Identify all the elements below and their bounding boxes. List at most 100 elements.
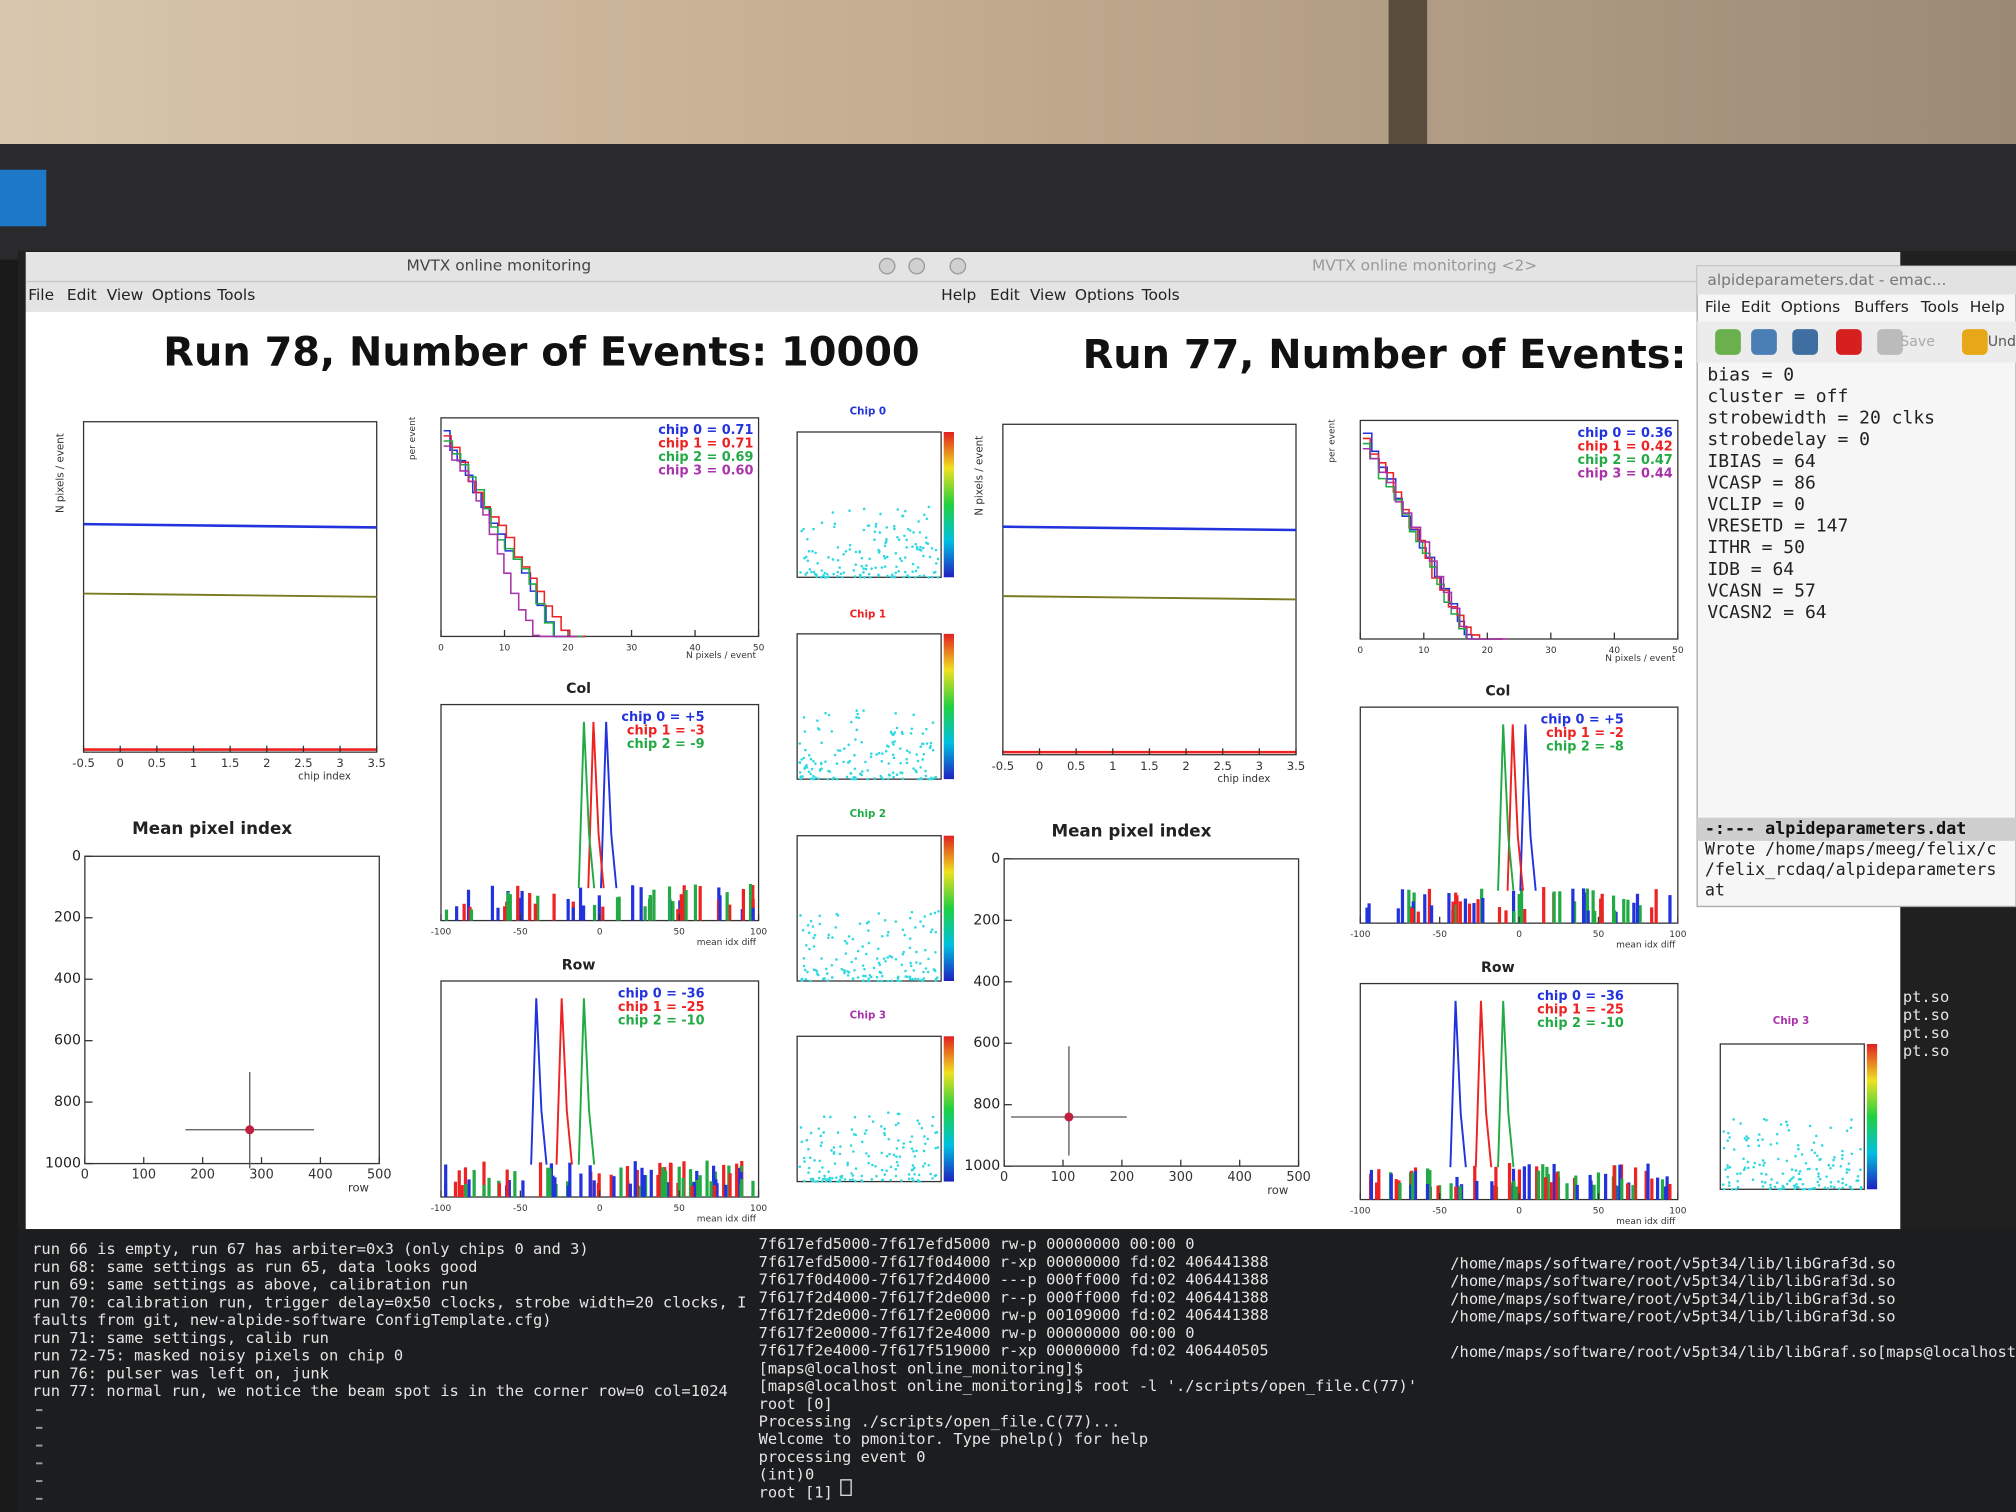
menu-item[interactable]: Options (152, 286, 211, 304)
histogram-bar (631, 885, 635, 921)
terminal-line: 7f617efd5000-7f617f0d4000 r-xp 00000000 … (759, 1253, 1269, 1271)
chip-map-title: Chip 3 (850, 1010, 886, 1022)
hit-dot (883, 1131, 886, 1135)
x-tick-label: 0 (1516, 930, 1522, 940)
save-icon[interactable] (1792, 329, 1818, 355)
x-tick-label: 3.5 (1287, 759, 1305, 773)
x-tick-label: 1 (190, 756, 197, 770)
hit-dot (1832, 1158, 1835, 1162)
histogram-bar (553, 1177, 557, 1197)
histogram-bar (682, 885, 686, 921)
hit-dot (1817, 1184, 1821, 1187)
histogram-bar (1549, 1182, 1554, 1200)
minimize-button[interactable] (878, 257, 896, 275)
hit-dot (1813, 1151, 1817, 1155)
hit-dot (814, 776, 817, 779)
hit-dot (880, 776, 883, 779)
histogram-bar (1519, 887, 1524, 924)
hit-dot (868, 557, 871, 561)
menu-item[interactable]: Help (1970, 298, 2005, 316)
x-tick-label: -100 (1350, 930, 1371, 940)
hit-dot (862, 974, 865, 978)
histogram-bar (1429, 905, 1434, 924)
editor-line: VCASN = 57 (1707, 580, 1815, 601)
hit-dot (798, 742, 802, 745)
hit-dot (1801, 1187, 1804, 1191)
histogram-bar (728, 1173, 732, 1197)
hit-dot (911, 1177, 914, 1180)
histogram-line (83, 522, 377, 529)
menu-item[interactable]: Edit (1741, 298, 1771, 316)
histogram-bar (1428, 1170, 1432, 1200)
hit-dot (871, 1163, 874, 1167)
hit-dot (809, 919, 813, 923)
hit-dot (883, 1127, 886, 1131)
terminal-line: run 77: normal run, we notice the beam s… (32, 1382, 728, 1400)
close-buffer-icon[interactable] (1836, 329, 1862, 355)
open-icon[interactable] (1751, 329, 1777, 355)
hit-dot (807, 549, 811, 553)
hit-dot (887, 773, 891, 777)
hit-dot (910, 727, 914, 731)
histogram-peak (577, 721, 596, 889)
hit-dot (887, 930, 890, 934)
menu-item[interactable]: Edit (990, 286, 1020, 304)
histogram-bar (637, 1185, 641, 1197)
hit-dot (811, 550, 814, 553)
hit-dot (930, 546, 934, 550)
hit-dot (812, 777, 816, 781)
hit-dot (1808, 1124, 1812, 1128)
menu-item[interactable]: File (1705, 298, 1731, 316)
histogram-bar (1558, 891, 1562, 924)
menu-item[interactable]: Tools (1141, 286, 1180, 304)
terminal-line: pt.so (1903, 1006, 1949, 1024)
hit-dot (851, 1174, 855, 1177)
hit-dot (916, 1179, 920, 1182)
menu-item[interactable]: Options (1075, 286, 1134, 304)
hit-dot (803, 730, 807, 733)
hit-dot (1745, 1135, 1748, 1138)
hit-dot (816, 719, 819, 722)
menu-item[interactable]: Buffers (1854, 298, 1909, 316)
menu-item[interactable]: View (107, 286, 144, 304)
hit-dot (819, 575, 823, 579)
undo-icon[interactable] (1962, 329, 1988, 355)
menu-item[interactable]: Edit (67, 286, 97, 304)
hit-dot (846, 1161, 850, 1165)
histogram-bar (466, 889, 471, 921)
hit-dot (893, 740, 896, 743)
hit-dot (855, 728, 859, 732)
hit-dot (920, 1126, 924, 1130)
hit-dot (809, 1131, 813, 1135)
new-file-icon[interactable] (1715, 329, 1741, 355)
hit-dot (827, 575, 830, 578)
x-tick-label: 0 (1357, 646, 1363, 656)
menu-item[interactable]: Options (1781, 298, 1840, 316)
hit-dot (1813, 1186, 1817, 1190)
histogram-bar (571, 907, 575, 921)
menu-item[interactable]: File (28, 286, 54, 304)
menu-item[interactable]: Tools (1920, 298, 1959, 316)
chip-map-frame (796, 1035, 942, 1183)
x-axis-label: chip index (298, 771, 351, 783)
hit-dot (906, 527, 910, 531)
close-button[interactable] (949, 257, 967, 275)
histogram-bar (1626, 1183, 1630, 1200)
hit-dot (802, 957, 806, 960)
maximize-button[interactable] (908, 257, 926, 275)
hit-dot (863, 575, 866, 579)
y-tick-label: 800 (973, 1097, 1000, 1113)
save-disabled-icon[interactable] (1877, 329, 1903, 355)
hit-dot (842, 760, 845, 764)
hit-dot (909, 964, 913, 968)
menu-item[interactable]: View (1030, 286, 1067, 304)
hit-dot (867, 977, 870, 980)
hit-dot (1786, 1123, 1789, 1127)
hit-dot (1742, 1168, 1746, 1171)
x-tick-label: 2.5 (1214, 759, 1232, 773)
menu-item[interactable]: Tools (216, 286, 255, 304)
histogram-bar (1536, 1170, 1541, 1200)
histogram-bar (460, 1185, 464, 1197)
hit-dot (862, 507, 866, 511)
menu-item[interactable]: Help (941, 286, 976, 304)
